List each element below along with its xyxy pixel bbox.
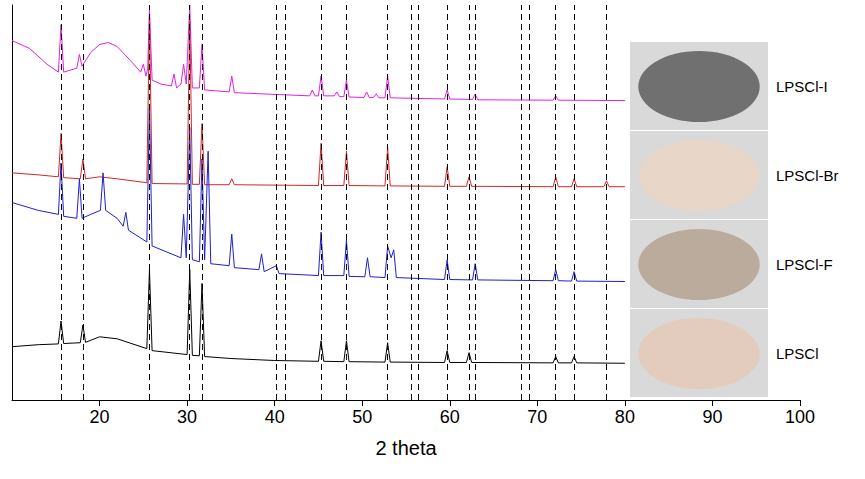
svg-text:50: 50 xyxy=(352,407,372,427)
svg-text:40: 40 xyxy=(265,407,285,427)
svg-text:80: 80 xyxy=(615,407,635,427)
svg-text:LPSCl-F: LPSCl-F xyxy=(776,256,833,273)
svg-text:100: 100 xyxy=(785,407,815,427)
svg-text:20: 20 xyxy=(90,407,110,427)
svg-text:LPSCl: LPSCl xyxy=(776,345,819,362)
svg-text:LPSCl-I: LPSCl-I xyxy=(776,78,828,95)
svg-text:2 theta: 2 theta xyxy=(375,437,437,459)
svg-text:70: 70 xyxy=(527,407,547,427)
svg-text:30: 30 xyxy=(177,407,197,427)
svg-text:LPSCl-Br: LPSCl-Br xyxy=(776,167,839,184)
svg-text:60: 60 xyxy=(440,407,460,427)
svg-text:90: 90 xyxy=(702,407,722,427)
